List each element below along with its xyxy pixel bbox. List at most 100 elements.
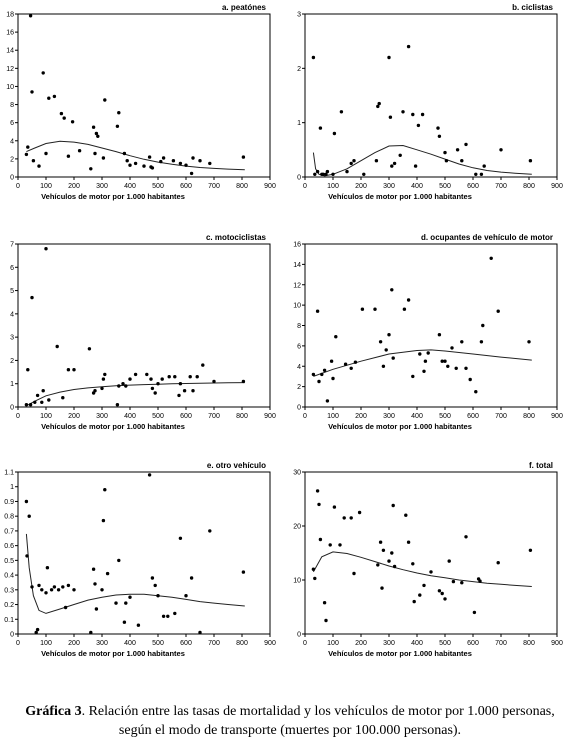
- data-point: [406, 44, 411, 49]
- data-point: [443, 359, 447, 363]
- data-point: [91, 125, 96, 129]
- plot-frame: [17, 243, 271, 408]
- x-axis-label: Vehículos de motor por 1.000 habitantes: [41, 422, 185, 431]
- data-point: [33, 400, 37, 404]
- data-point: [380, 586, 384, 590]
- data-point: [418, 593, 422, 597]
- data-point: [173, 375, 177, 379]
- data-point: [184, 594, 188, 598]
- x-tick-label: 100: [327, 413, 339, 420]
- data-point: [450, 346, 454, 350]
- x-tick-label: 600: [180, 640, 192, 647]
- plot-frame: [304, 13, 558, 178]
- x-tick-label: 900: [551, 640, 563, 647]
- data-point: [460, 159, 464, 163]
- data-point: [37, 583, 41, 588]
- data-point: [406, 540, 411, 544]
- data-point: [184, 163, 188, 167]
- data-point: [331, 376, 335, 381]
- chart-title: b. ciclistas: [512, 3, 553, 12]
- data-point: [353, 360, 358, 364]
- data-point: [320, 372, 324, 377]
- data-point: [460, 581, 464, 585]
- data-point: [177, 393, 181, 398]
- y-tick-label: 0: [297, 175, 301, 182]
- data-point: [122, 151, 127, 156]
- data-point: [93, 151, 97, 156]
- data-point: [338, 543, 342, 547]
- data-point: [479, 172, 484, 176]
- data-point: [378, 340, 383, 344]
- y-tick-label: 6: [297, 343, 301, 350]
- data-point: [188, 375, 192, 379]
- data-point: [329, 359, 334, 363]
- data-point: [150, 386, 155, 391]
- data-point: [147, 155, 152, 159]
- data-point: [91, 567, 96, 571]
- data-point: [392, 564, 397, 569]
- data-point: [24, 499, 29, 504]
- chart-panel-2: 0 1 2 3 0 100 200 300 400 500 600 700 800 900 b. cicli…: [297, 3, 563, 201]
- figure: 0 2 4 6 8 10 12 14 16 18 0 100 200 300 400 500 600 700 800…: [4, 3, 563, 658]
- data-point: [411, 562, 415, 566]
- x-tick-label: 300: [96, 413, 108, 420]
- data-point: [406, 298, 411, 302]
- x-tick-label: 200: [355, 183, 367, 190]
- data-point: [101, 518, 106, 523]
- data-point: [208, 529, 212, 533]
- y-tick-label: 0: [10, 405, 14, 412]
- data-point: [114, 601, 118, 605]
- plot-frame: [17, 13, 271, 178]
- data-point: [30, 295, 34, 300]
- y-tick-label: 30: [293, 470, 301, 477]
- y-tick-label: 2: [297, 66, 301, 73]
- data-point: [391, 356, 395, 360]
- data-point: [96, 134, 100, 138]
- y-tick-label: 4: [297, 364, 301, 371]
- data-point: [451, 579, 456, 584]
- data-point: [24, 403, 29, 407]
- data-point: [61, 585, 65, 589]
- data-point: [150, 576, 155, 580]
- data-point: [349, 366, 353, 370]
- y-tick-label: 8: [10, 102, 14, 109]
- data-point: [156, 382, 160, 386]
- x-tick-label: 900: [551, 413, 563, 420]
- data-point: [311, 567, 316, 571]
- y-tick-label: 20: [293, 524, 301, 531]
- data-point: [44, 151, 48, 156]
- data-point: [208, 161, 212, 166]
- data-point: [189, 171, 194, 176]
- data-point: [496, 309, 500, 313]
- data-point: [411, 112, 415, 117]
- data-point: [105, 571, 110, 576]
- x-tick-label: 500: [439, 183, 451, 190]
- x-axis-label: Vehículos de motor por 1.000 habitantes: [328, 192, 472, 201]
- data-point: [103, 372, 107, 377]
- y-tick-label: 10: [293, 303, 301, 310]
- data-point: [373, 307, 377, 311]
- data-point: [72, 588, 76, 592]
- data-point: [357, 510, 362, 515]
- data-point: [474, 172, 478, 176]
- data-point: [35, 627, 40, 632]
- y-tick-label: 1: [297, 120, 301, 127]
- x-tick-label: 0: [16, 413, 20, 420]
- data-point: [376, 563, 380, 567]
- x-tick-label: 800: [523, 413, 535, 420]
- fitted-curve: [26, 382, 245, 407]
- data-point: [30, 90, 34, 94]
- data-point: [325, 169, 330, 174]
- y-tick-label: 4: [10, 138, 14, 145]
- chart-panel-5: 0 0.1 0.2 0.3 0.4 0.5 0.6 0.7 0.8 0.9 1 1.1 0 100 200 3…: [4, 461, 276, 658]
- data-point: [189, 576, 194, 580]
- data-point: [460, 340, 464, 344]
- data-point: [77, 149, 82, 153]
- data-point: [195, 375, 199, 379]
- data-point: [426, 351, 430, 355]
- y-tick-label: 3: [10, 335, 14, 342]
- data-point: [40, 588, 44, 592]
- data-point: [321, 172, 325, 176]
